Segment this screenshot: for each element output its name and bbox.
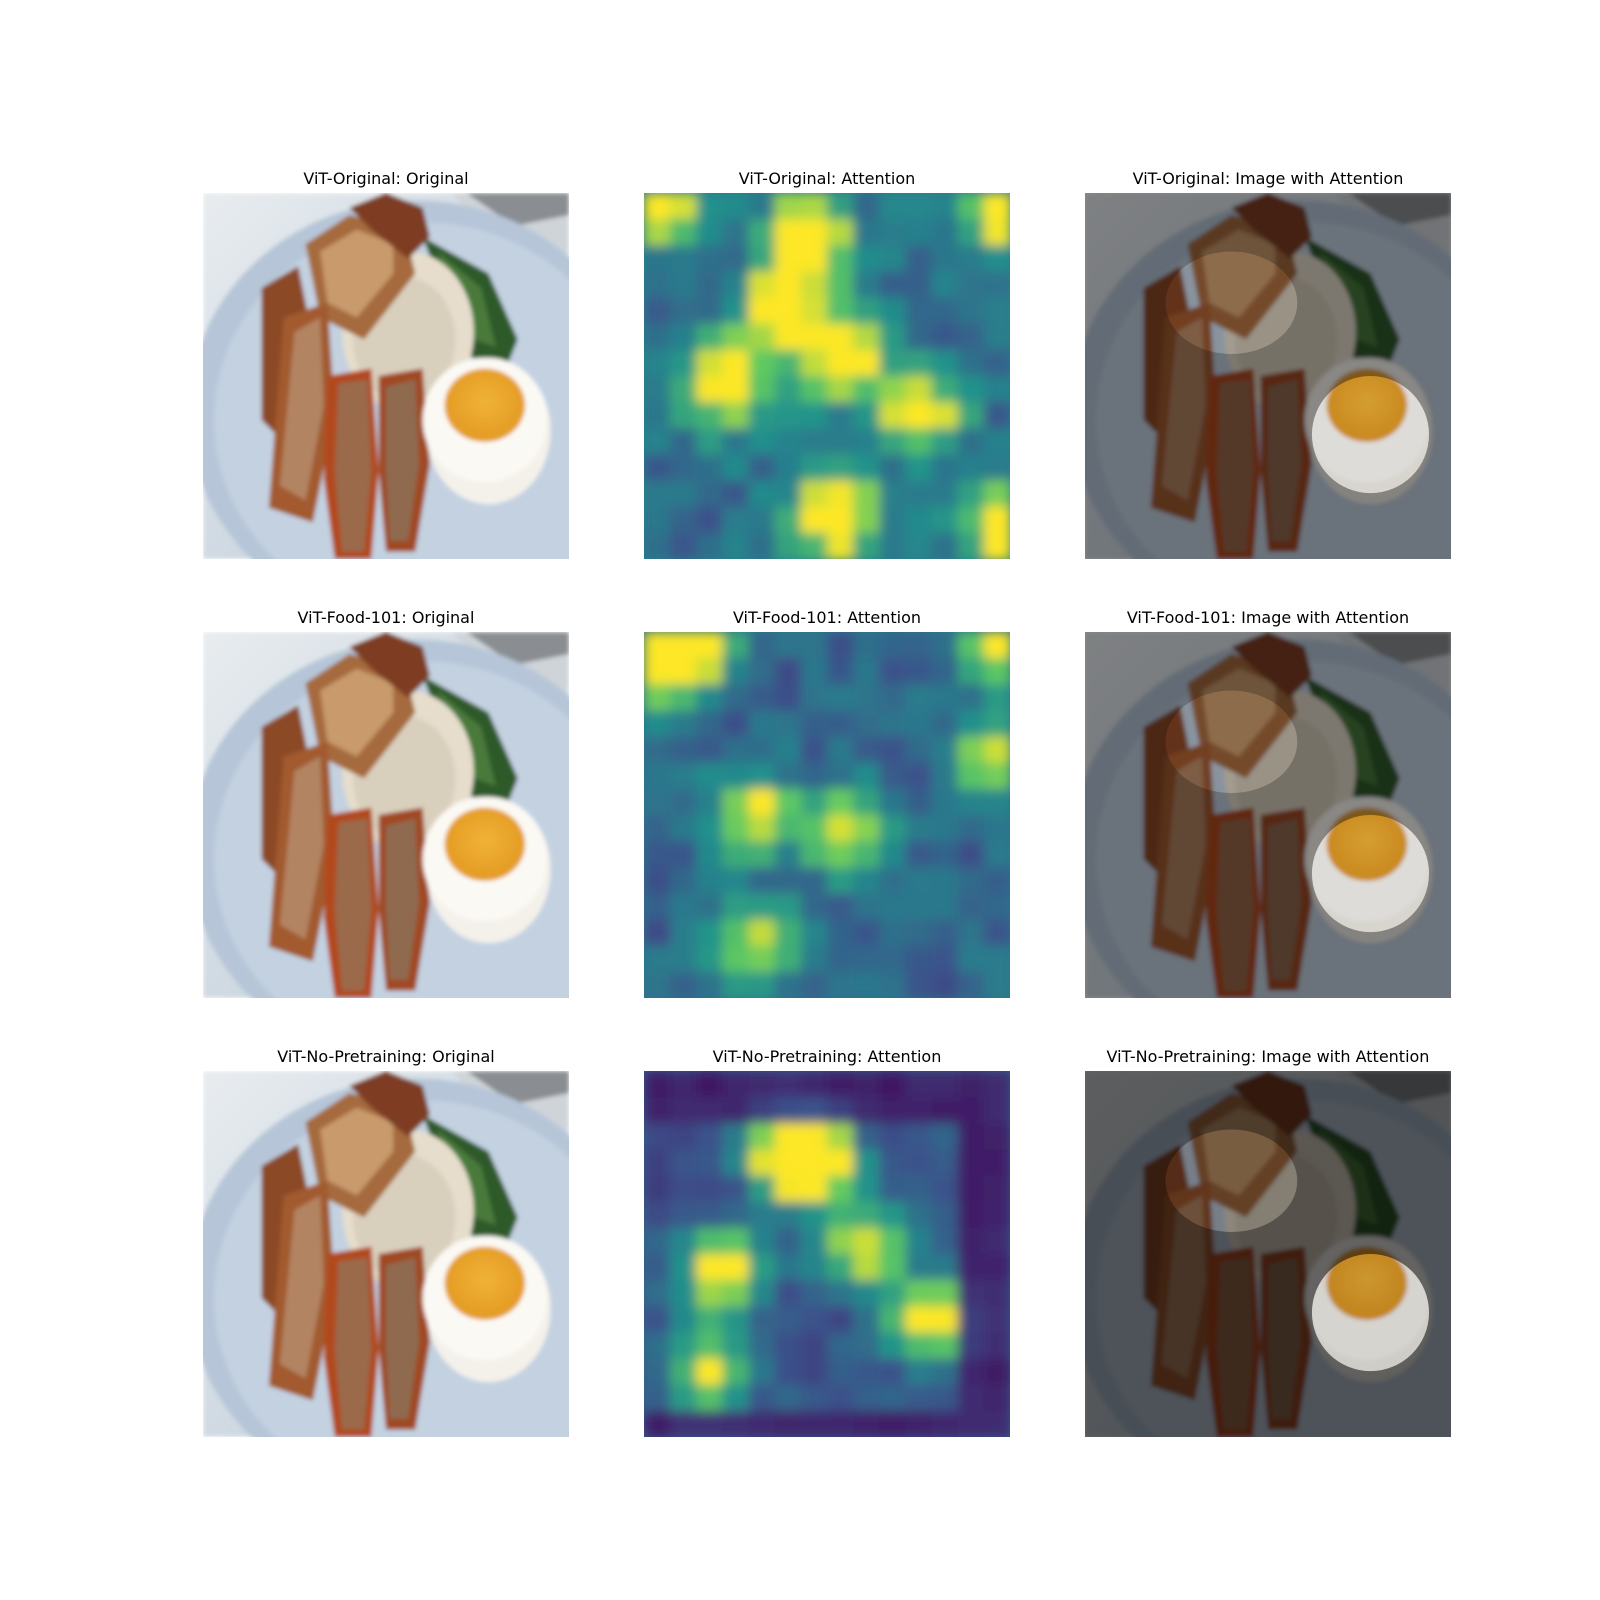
panel-title: ViT-Food-101: Attention — [732, 608, 922, 627]
panel-title: ViT-No-Pretraining: Attention — [712, 1047, 942, 1066]
panel-title: ViT-No-Pretraining: Image with Attention — [1106, 1047, 1430, 1066]
attention-heatmap — [644, 1071, 1010, 1437]
attention-heatmap — [644, 632, 1010, 998]
panel-title: ViT-Food-101: Original — [297, 608, 475, 627]
food-image-with-attention — [1085, 193, 1451, 559]
food-image — [203, 1071, 569, 1437]
panel-title: ViT-No-Pretraining: Original — [277, 1047, 495, 1066]
food-image-with-attention — [1085, 632, 1451, 998]
food-image-with-attention — [1085, 1071, 1451, 1437]
food-image — [203, 632, 569, 998]
panel-title: ViT-Original: Image with Attention — [1132, 169, 1404, 188]
panel-title: ViT-Original: Original — [303, 169, 469, 188]
food-image — [203, 193, 569, 559]
panel-title: ViT-Food-101: Image with Attention — [1126, 608, 1410, 627]
attention-heatmap — [644, 193, 1010, 559]
panel-title: ViT-Original: Attention — [738, 169, 916, 188]
